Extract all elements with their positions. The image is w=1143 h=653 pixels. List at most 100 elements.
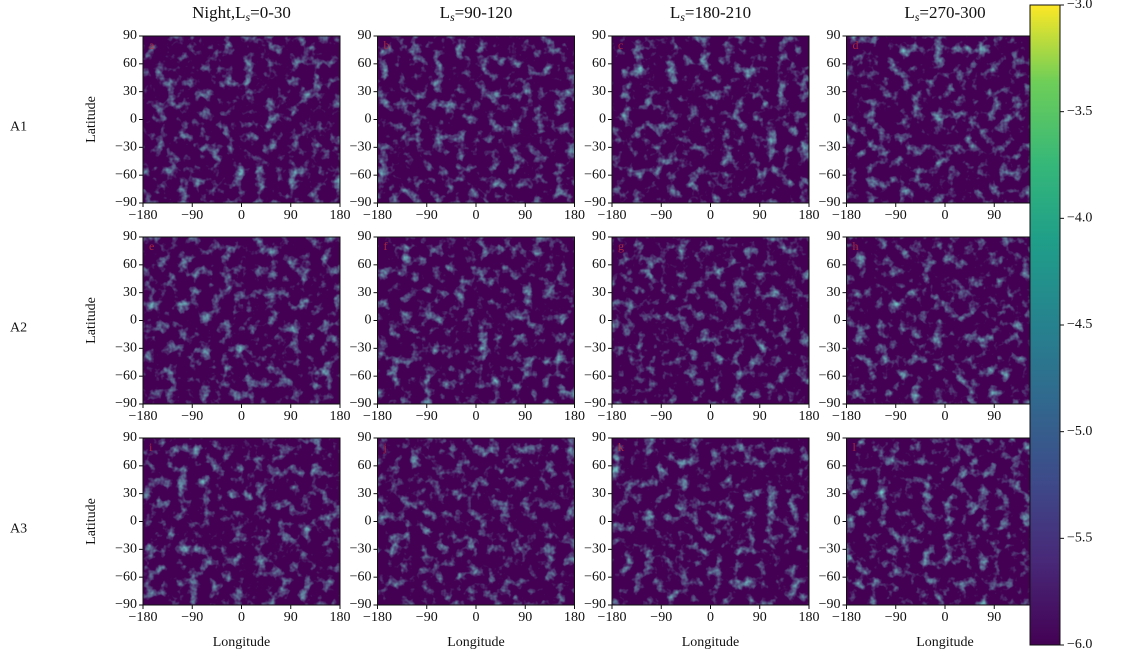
x-tick-label: 0 (707, 610, 714, 625)
x-tick-label: −180 (832, 610, 861, 625)
x-tick-label: 0 (238, 208, 245, 223)
x-tick-label: 180 (330, 409, 351, 424)
y-tick-label: −30 (819, 542, 841, 557)
y-tick-label: 30 (827, 84, 841, 99)
y-tick-label: 60 (827, 257, 841, 272)
y-axis-label: Latitude (84, 96, 99, 143)
x-tick-label: 90 (753, 409, 767, 424)
x-tick-label: 0 (707, 208, 714, 223)
panel-letter: i (149, 440, 153, 454)
panel-letter: a (149, 38, 155, 52)
title-main: Night,L (192, 3, 245, 22)
panel-letter: j (383, 440, 387, 454)
x-tick-label: −180 (129, 208, 158, 223)
y-tick-label: 0 (599, 514, 606, 529)
y-tick-label: −90 (115, 396, 137, 411)
y-tick-label: 60 (123, 458, 137, 473)
x-tick-label: −90 (885, 208, 907, 223)
row-label: A2 (10, 321, 27, 336)
y-tick-label: 90 (358, 229, 372, 244)
y-tick-label: 0 (130, 514, 137, 529)
title-rest: =180-210 (685, 3, 751, 22)
y-tick-label: 0 (599, 313, 606, 328)
y-tick-label: 0 (365, 313, 372, 328)
x-tick-label: 90 (987, 208, 1001, 223)
heatmap-texture (612, 438, 809, 605)
y-tick-label: −90 (350, 195, 372, 210)
y-tick-label: 60 (592, 458, 606, 473)
x-tick-label: −90 (416, 409, 438, 424)
y-tick-label: 30 (592, 486, 606, 501)
y-tick-label: 0 (834, 112, 841, 127)
x-tick-label: −180 (598, 409, 627, 424)
x-tick-label: −90 (650, 610, 672, 625)
y-tick-label: 30 (123, 285, 137, 300)
column-title: Ls=270-300 (904, 3, 985, 24)
y-tick-label: 90 (123, 28, 137, 43)
x-tick-label: −180 (129, 409, 158, 424)
colorbar-tick-label: −6.0 (1067, 637, 1092, 652)
title-sub: s (245, 10, 250, 24)
y-tick-label: 0 (365, 112, 372, 127)
row-label: A1 (10, 120, 27, 135)
panel-letter: c (618, 38, 623, 52)
title-rest: =90-120 (455, 3, 513, 22)
x-tick-label: −90 (181, 208, 203, 223)
x-tick-label: 0 (473, 610, 480, 625)
title-rest: =0-30 (250, 3, 291, 22)
heatmap-texture (377, 237, 575, 404)
x-tick-label: 180 (799, 610, 820, 625)
x-tick-label: −180 (598, 610, 627, 625)
colorbar (1029, 4, 1061, 646)
y-tick-label: −60 (115, 368, 137, 383)
y-tick-label: −90 (350, 396, 372, 411)
y-tick-label: 90 (123, 229, 137, 244)
y-tick-label: −60 (584, 569, 606, 584)
y-tick-label: −90 (819, 597, 841, 612)
x-tick-label: −90 (181, 409, 203, 424)
x-tick-label: 0 (942, 208, 949, 223)
panel-letter: g (618, 239, 624, 253)
y-tick-label: 0 (130, 112, 137, 127)
x-tick-label: 180 (799, 208, 820, 223)
y-tick-label: −60 (584, 167, 606, 182)
y-tick-label: −30 (115, 542, 137, 557)
y-tick-label: −30 (115, 341, 137, 356)
y-tick-label: 90 (123, 430, 137, 445)
row-label: A3 (10, 522, 27, 537)
colorbar-tick-label: −5.0 (1067, 424, 1092, 439)
colorbar-tick-label: −4.5 (1067, 317, 1092, 332)
y-tick-label: 90 (827, 430, 841, 445)
y-tick-label: 60 (592, 56, 606, 71)
y-tick-label: 30 (358, 486, 372, 501)
y-tick-label: −90 (584, 597, 606, 612)
panel-letter: f (384, 239, 388, 253)
y-tick-label: 60 (123, 56, 137, 71)
y-tick-label: −30 (350, 341, 372, 356)
y-tick-label: −60 (819, 368, 841, 383)
heatmap-texture (143, 36, 340, 203)
panel-letter: h (853, 239, 859, 253)
y-tick-label: 0 (834, 313, 841, 328)
x-axis-label: Longitude (916, 635, 974, 650)
y-tick-label: −90 (819, 195, 841, 210)
x-tick-label: 0 (473, 409, 480, 424)
x-tick-label: −90 (181, 610, 203, 625)
x-tick-label: 90 (987, 409, 1001, 424)
y-tick-label: −30 (350, 140, 372, 155)
x-tick-label: −180 (598, 208, 627, 223)
y-tick-label: 30 (123, 84, 137, 99)
x-tick-label: −180 (832, 409, 861, 424)
y-tick-label: −90 (350, 597, 372, 612)
y-tick-label: 60 (827, 458, 841, 473)
y-tick-label: −90 (819, 396, 841, 411)
y-tick-label: −30 (584, 140, 606, 155)
x-tick-label: 180 (330, 610, 351, 625)
x-tick-label: 90 (753, 208, 767, 223)
y-tick-label: 90 (358, 430, 372, 445)
heatmap-texture (143, 237, 340, 404)
x-tick-label: 0 (707, 409, 714, 424)
panel-letter: l (853, 440, 857, 454)
column-title: Ls=180-210 (670, 3, 751, 24)
